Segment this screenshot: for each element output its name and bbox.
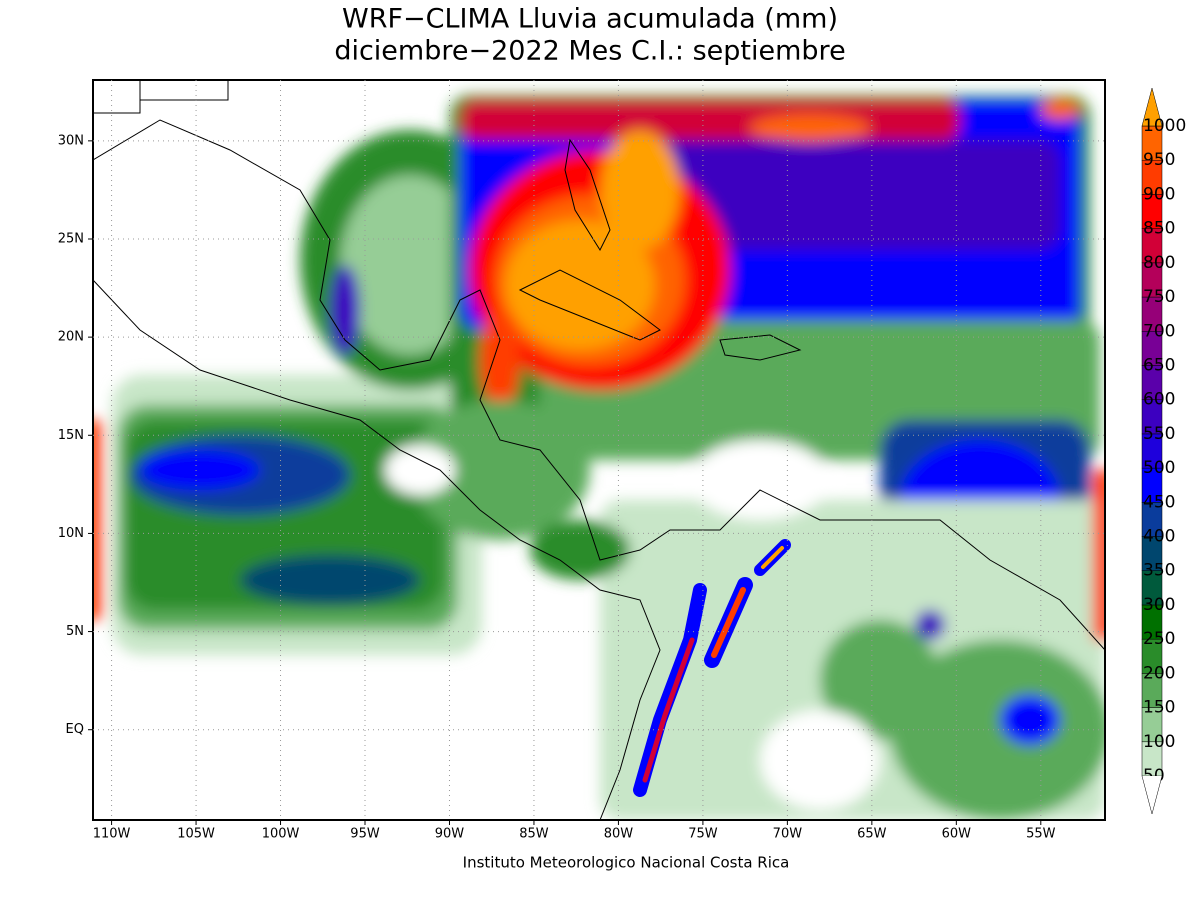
colorbar-label: 950 [1143, 150, 1175, 170]
y-tick-label: EQ [66, 722, 84, 737]
x-tick-label: 60W [942, 827, 972, 842]
colorbar-label: 900 [1143, 184, 1175, 204]
x-tick-label: 65W [857, 827, 887, 842]
title: WRF−CLIMA Lluvia acumulada (mm) [342, 4, 838, 35]
colorbar-label: 350 [1143, 561, 1175, 581]
x-tick-label: 70W [773, 827, 803, 842]
subtitle: diciembre−2022 Mes C.I.: septiembre [334, 36, 845, 67]
x-tick-label: 105W [177, 827, 215, 842]
x-tick-label: 95W [350, 827, 380, 842]
y-tick-label: 25N [58, 231, 84, 246]
x-tick-label: 80W [604, 827, 634, 842]
rain-field [93, 80, 1105, 820]
y-tick-label: 15N [58, 428, 84, 443]
y-tick-label: 10N [58, 526, 84, 541]
colorbar-label: 650 [1143, 355, 1175, 375]
colorbar-label: 800 [1143, 253, 1175, 273]
colorbar-label: 400 [1143, 527, 1175, 547]
x-tick-label: 100W [262, 827, 300, 842]
footer: Instituto Meteorologico Nacional Costa R… [463, 854, 790, 872]
colorbar-label: 150 [1143, 698, 1175, 718]
colorbar-label: 600 [1143, 390, 1175, 410]
colorbar-label: 250 [1143, 629, 1175, 649]
y-tick-label: 30N [58, 133, 84, 148]
x-tick-label: 90W [435, 827, 465, 842]
colorbar-label: 550 [1143, 424, 1175, 444]
colorbar-label: 750 [1143, 287, 1175, 307]
y-tick-label: 5N [66, 624, 84, 639]
colorbar-arrow-low [1141, 775, 1163, 815]
colorbar-label: 300 [1143, 595, 1175, 615]
colorbar-label: 100 [1143, 732, 1175, 752]
colorbar-arrow [1141, 87, 1163, 127]
x-tick-label: 55W [1026, 827, 1056, 842]
x-tick-label: 75W [688, 827, 718, 842]
colorbar-label: 1000 [1143, 116, 1186, 136]
colorbar-label: 450 [1143, 492, 1175, 512]
colorbar-label: 500 [1143, 458, 1175, 478]
colorbar-label: 700 [1143, 321, 1175, 341]
colorbar-label: 200 [1143, 663, 1175, 683]
colorbar-label: 850 [1143, 219, 1175, 239]
map-frame [92, 79, 1106, 821]
x-tick-label: 110W [93, 827, 131, 842]
x-tick-label: 85W [519, 827, 549, 842]
y-tick-label: 20N [58, 330, 84, 345]
